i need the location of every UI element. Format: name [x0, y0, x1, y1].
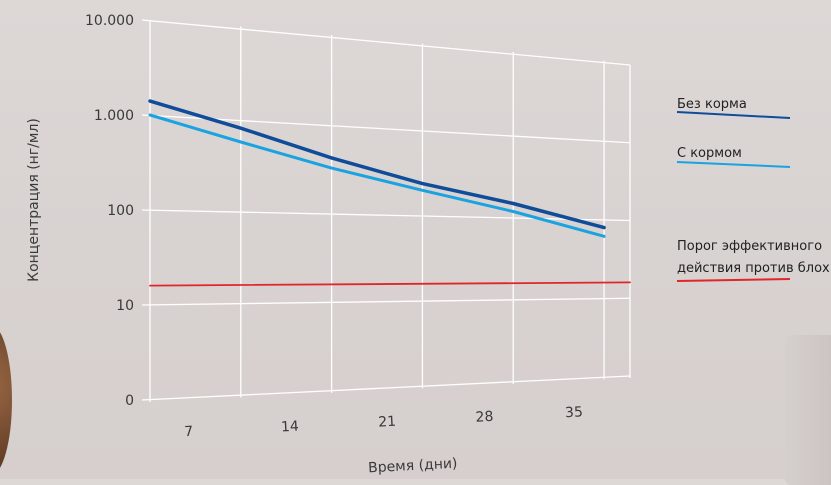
- y-axis-label: Концентрация (нг/мл): [26, 118, 42, 282]
- x-tick-label: 28: [475, 409, 494, 426]
- series-line-threshold: [149, 281, 631, 287]
- grid-hline: [141, 297, 631, 306]
- chart-legend: Без корма С кормом Порог эффективного де…: [676, 97, 830, 282]
- x-tick-labels: 7 14 21 28 35: [184, 404, 583, 440]
- legend-label-with-food: С кормом: [677, 146, 742, 161]
- x-tick-label: 7: [184, 424, 194, 440]
- legend-swatch-with-food: [676, 161, 791, 168]
- y-tick-label: 1.000: [94, 108, 134, 124]
- grid-hline: [141, 114, 631, 144]
- y-tick-label: 0: [125, 393, 134, 409]
- x-tick-label: 35: [565, 404, 584, 421]
- x-tick-label: 21: [378, 414, 397, 431]
- series-lines: [148, 99, 631, 287]
- legend-label-threshold-line2: действия против блох: [677, 261, 830, 276]
- legend-swatch-threshold: [676, 278, 791, 282]
- left-photo-fragment: [0, 325, 12, 475]
- right-photo-fragment: [785, 335, 831, 485]
- y-tick-labels: 0 10 100 1.000 10.000: [85, 13, 134, 409]
- y-tick-label: 10.000: [85, 13, 134, 29]
- y-tick-label: 10: [116, 298, 134, 314]
- x-axis-label: Время (дни): [368, 456, 458, 477]
- series-line-no-food: [148, 99, 606, 230]
- series-line-with-food: [148, 113, 606, 238]
- x-tick-label: 14: [281, 419, 300, 436]
- grid-hline: [141, 375, 631, 401]
- legend-label-threshold-line1: Порог эффективного: [677, 239, 822, 254]
- chart-grid: [141, 19, 631, 402]
- grid-hline: [141, 209, 631, 222]
- y-tick-label: 100: [107, 203, 134, 219]
- legend-swatch-no-food: [676, 111, 791, 119]
- grid-hline: [141, 19, 631, 66]
- legend-label-no-food: Без корма: [677, 97, 747, 112]
